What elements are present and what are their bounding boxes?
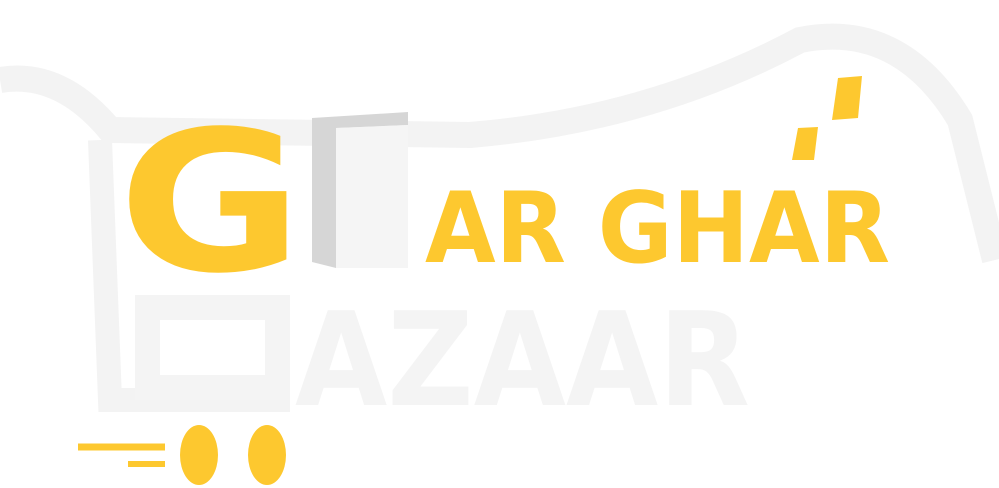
accent-mark	[792, 127, 818, 160]
logo-letter: G	[118, 89, 303, 316]
logo-line2: AZAAR	[295, 284, 750, 436]
h-box-face	[336, 125, 408, 268]
b-shape	[135, 295, 290, 400]
wheel	[180, 425, 218, 485]
logo-line1: AR GHAR	[425, 172, 890, 286]
cart-handle	[0, 23, 999, 264]
wheel	[248, 425, 286, 485]
accent-mark	[832, 76, 862, 120]
